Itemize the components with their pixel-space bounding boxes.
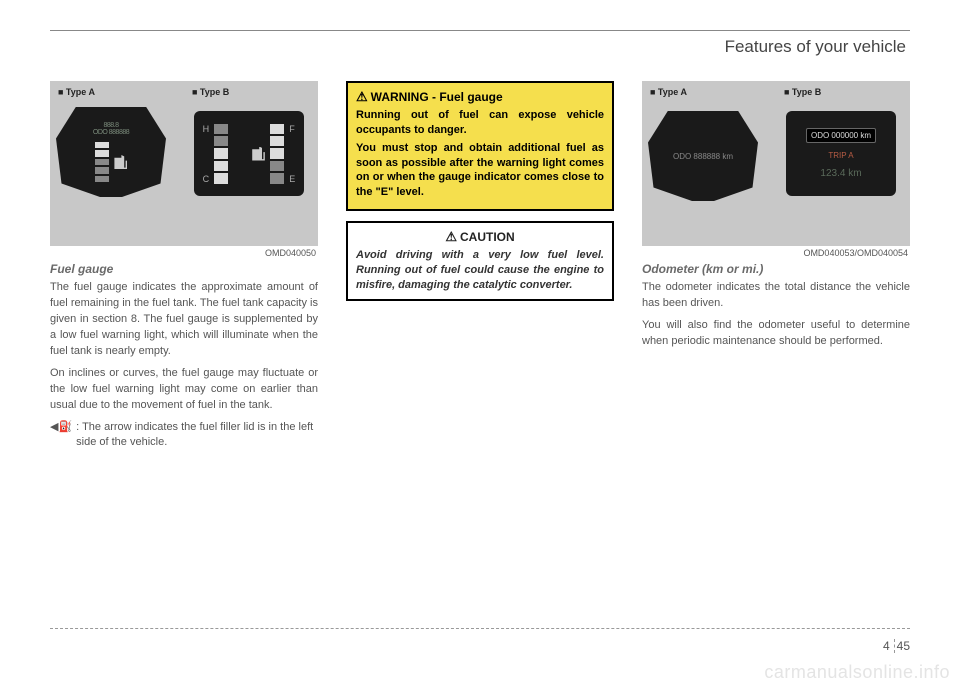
fuel-gauge-p1: The fuel gauge indicates the approximate… — [50, 280, 318, 360]
odo-cluster-b: ODO 000000 km TRIP A 123.4 km — [786, 111, 896, 196]
letter-c: C — [203, 174, 210, 184]
caution-box: ⚠CAUTION Avoid driving with a very low f… — [346, 221, 614, 301]
lcd-top-readout: 888.8 — [103, 122, 118, 129]
footer-rule — [50, 628, 910, 629]
temp-bars — [214, 124, 228, 184]
temp-letters: H C — [203, 124, 210, 184]
warning-triangle-icon: ⚠ — [356, 89, 368, 104]
caution-title: ⚠CAUTION — [356, 229, 604, 245]
warning-title: ⚠WARNING - Fuel gauge — [356, 89, 604, 105]
column-1: ■ Type A 888.8 ODO 888888 ■ Type B — [50, 81, 318, 451]
chapter-number: 4 — [883, 639, 895, 653]
trip-label: TRIP A — [828, 151, 853, 160]
column-3: ■ Type A ODO 888888 km ■ Type B ODO 0000… — [642, 81, 910, 451]
warning-p1: Running out of fuel can expose vehicle o… — [356, 108, 604, 138]
type-b-label: ■ Type B — [192, 87, 229, 97]
fuel-gauge-type-a: ■ Type A 888.8 ODO 888888 — [50, 81, 184, 246]
odometer-figure: ■ Type A ODO 888888 km ■ Type B ODO 0000… — [642, 81, 910, 246]
gauge-cluster-b: H C F E — [194, 111, 304, 196]
letter-e: E — [289, 174, 295, 184]
lcd-odo-readout: ODO 888888 — [93, 129, 129, 136]
fuel-pump-icon — [251, 147, 265, 161]
page-number: 445 — [883, 639, 910, 653]
caution-triangle-icon: ⚠ — [445, 229, 457, 244]
column-2: ⚠WARNING - Fuel gauge Running out of fue… — [346, 81, 614, 451]
warning-box: ⚠WARNING - Fuel gauge Running out of fue… — [346, 81, 614, 211]
letter-h: H — [203, 124, 210, 134]
fuel-filler-arrow-note: ◀⛽ : The arrow indicates the fuel filler… — [50, 420, 318, 452]
letter-f: F — [289, 124, 295, 134]
figure-code: OMD040050 — [50, 248, 318, 258]
odo-b-readout: ODO 000000 km — [806, 128, 876, 143]
odometer-p2: You will also find the odometer useful t… — [642, 318, 910, 350]
fuel-gauge-figure: ■ Type A 888.8 ODO 888888 ■ Type B — [50, 81, 318, 246]
warning-p2: You must stop and obtain additional fuel… — [356, 141, 604, 200]
type-b-label: ■ Type B — [784, 87, 821, 97]
fuel-bars-a — [95, 142, 109, 182]
fuel-arrow-text: : The arrow indicates the fuel filler li… — [76, 420, 318, 452]
odo-cluster-a: ODO 888888 km — [648, 111, 758, 201]
odo-a-readout: ODO 888888 km — [673, 152, 733, 161]
type-a-label: ■ Type A — [58, 87, 95, 97]
fuel-gauge-type-b: ■ Type B H C — [184, 81, 318, 246]
fuel-gauge-heading: Fuel gauge — [50, 262, 318, 276]
content-columns: ■ Type A 888.8 ODO 888888 ■ Type B — [50, 81, 910, 451]
odometer-type-a: ■ Type A ODO 888888 km — [642, 81, 776, 246]
fuel-bars-b — [270, 124, 284, 184]
type-a-label: ■ Type A — [650, 87, 687, 97]
gauge-cluster-a: 888.8 ODO 888888 — [56, 107, 166, 197]
odometer-heading: Odometer (km or mi.) — [642, 262, 910, 276]
fuel-gauge-p2: On inclines or curves, the fuel gauge ma… — [50, 366, 318, 414]
header-title: Features of your vehicle — [50, 37, 910, 57]
figure-code: OMD040053/OMD040054 — [642, 248, 910, 258]
watermark: carmanualsonline.info — [764, 662, 950, 683]
header-rule — [50, 30, 910, 31]
warning-title-text: WARNING - Fuel gauge — [371, 90, 503, 104]
fuel-pump-icon — [113, 155, 127, 169]
odometer-type-b: ■ Type B ODO 000000 km TRIP A 123.4 km — [776, 81, 910, 246]
fuel-arrow-icon: ◀⛽ — [50, 420, 72, 436]
trip-value: 123.4 km — [820, 168, 861, 179]
caution-text: Avoid driving with a very low fuel level… — [356, 248, 604, 293]
caution-title-text: CAUTION — [460, 230, 515, 244]
page-number-value: 45 — [897, 639, 910, 653]
odometer-p1: The odometer indicates the total distanc… — [642, 280, 910, 312]
fuel-letters: F E — [289, 124, 295, 184]
